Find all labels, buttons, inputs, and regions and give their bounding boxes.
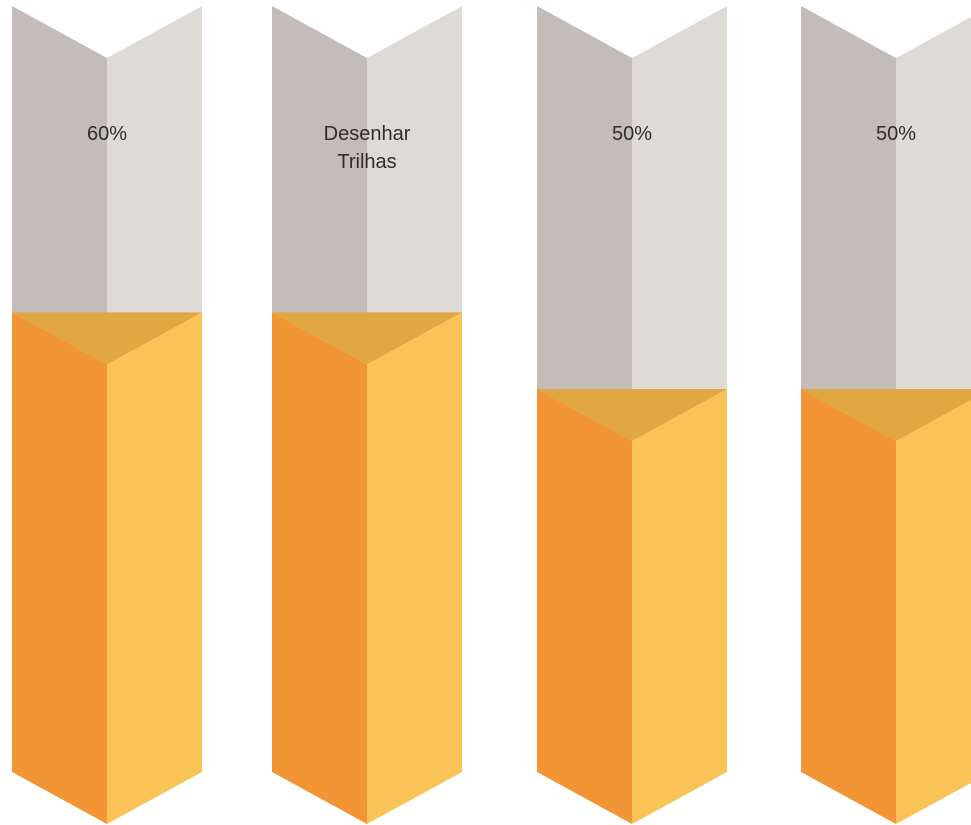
bar-track-left-face (272, 6, 367, 365)
bar-fill-left-face (12, 312, 107, 824)
bar-column-2: Desenhar Trilhas (272, 6, 462, 824)
bar-label: 50% (876, 123, 916, 145)
bar-fill-left-face (272, 312, 367, 824)
bar-fill-left-face (801, 389, 896, 824)
bar-column-3: 50% (537, 6, 727, 824)
bar-label: Desenhar Trilhas (324, 123, 411, 173)
bar-fill-top-face (12, 312, 202, 365)
bar-label: 60% (87, 123, 127, 145)
bar-fill-top-face (801, 389, 971, 441)
bar-fill-top-face (537, 389, 727, 441)
bar-track-right-face (632, 6, 727, 441)
bar-column-1: 60% (12, 6, 202, 824)
bar-fill-right-face (107, 312, 202, 824)
bar-track-right-face (107, 6, 202, 365)
bar-fill-right-face (632, 389, 727, 824)
bar-fill-right-face (367, 312, 462, 824)
bar-column-4: 50% (801, 6, 971, 824)
bar-fill-left-face (537, 389, 632, 824)
bar-track-left-face (537, 6, 632, 441)
bar-track-right-face (896, 16, 971, 441)
bar-fill-top-face (272, 312, 462, 365)
bar-track-left-face (12, 6, 107, 365)
bar-track-left-face (801, 6, 896, 441)
bar-track-right-face (367, 6, 462, 365)
bar-label: 50% (612, 123, 652, 145)
bar-fill-right-face (896, 399, 971, 824)
